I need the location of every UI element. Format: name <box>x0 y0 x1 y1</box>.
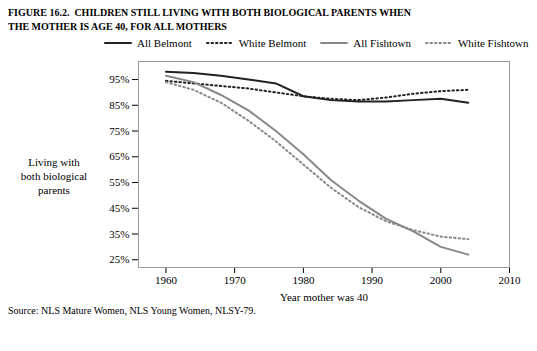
svg-text:65%: 65% <box>109 150 129 162</box>
html-text:All Fishtown: All Fishtown <box>353 37 411 49</box>
html-text:FIGURE 16.2. CHILDREN STILL LI: FIGURE 16.2. CHILDREN STILL LIVING WITH … <box>8 7 411 32</box>
html-text:White Belmont: White Belmont <box>238 37 307 49</box>
html-text:Living with both biological pa: Living with both biological parents <box>20 156 88 196</box>
html-text:Source: NLS Mature Women, NLS: Source: NLS Mature Women, NLS Young Wome… <box>8 305 256 316</box>
svg-text:1990: 1990 <box>361 274 384 286</box>
html-text:White Fishtown: White Fishtown <box>458 37 529 49</box>
svg-text:75%: 75% <box>109 125 129 137</box>
svg-text:1970: 1970 <box>224 274 247 286</box>
svg-text:35%: 35% <box>109 228 129 240</box>
svg-text:1960: 1960 <box>155 274 178 286</box>
svg-text:2000: 2000 <box>430 274 453 286</box>
svg-text:1980: 1980 <box>292 274 315 286</box>
svg-text:Year mother was 40: Year mother was 40 <box>280 291 368 303</box>
svg-text:45%: 45% <box>109 202 129 214</box>
svg-text:2010: 2010 <box>499 274 522 286</box>
html-text:All Belmont: All Belmont <box>137 37 192 49</box>
svg-text:85%: 85% <box>109 99 129 111</box>
svg-text:95%: 95% <box>109 73 129 85</box>
svg-text:25%: 25% <box>109 253 129 265</box>
svg-text:55%: 55% <box>109 176 129 188</box>
